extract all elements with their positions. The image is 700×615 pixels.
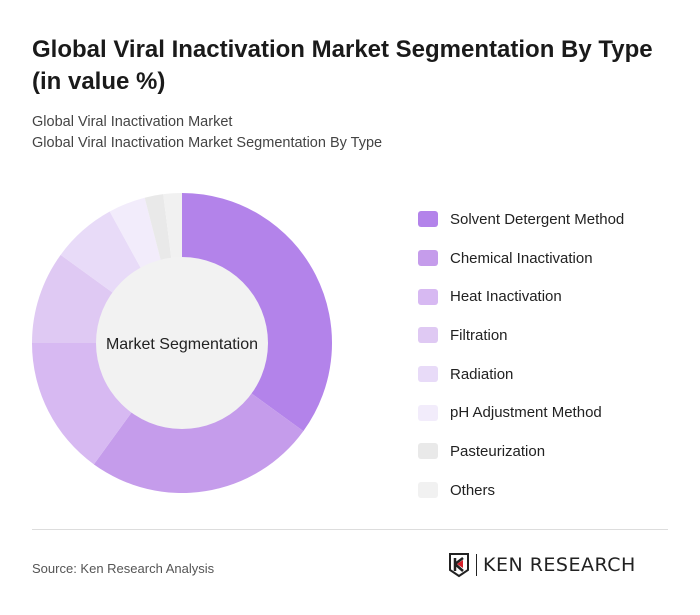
legend-swatch bbox=[418, 288, 438, 305]
legend-label: Heat Inactivation bbox=[450, 288, 562, 306]
legend-item: Pasteurization bbox=[418, 432, 624, 471]
legend-label: pH Adjustment Method bbox=[450, 404, 602, 422]
legend-swatch bbox=[418, 404, 438, 421]
legend-item: Filtration bbox=[418, 316, 624, 355]
divider bbox=[32, 529, 668, 530]
logo-text: KEN RESEARCH bbox=[483, 554, 636, 576]
legend-item: Solvent Detergent Method bbox=[418, 200, 624, 239]
legend-swatch bbox=[418, 211, 438, 228]
legend-swatch bbox=[418, 443, 438, 460]
legend-swatch bbox=[418, 482, 438, 499]
legend-item: Heat Inactivation bbox=[418, 277, 624, 316]
legend-label: Pasteurization bbox=[450, 442, 546, 460]
legend: Solvent Detergent Method Chemical Inactiv… bbox=[418, 200, 624, 510]
legend-label: Chemical Inactivation bbox=[450, 249, 593, 267]
legend-swatch bbox=[418, 250, 438, 267]
donut-center bbox=[96, 257, 268, 429]
legend-label: Others bbox=[450, 481, 496, 499]
legend-label: Radiation bbox=[450, 365, 514, 383]
legend-label: Filtration bbox=[450, 326, 508, 344]
legend-item: Chemical Inactivation bbox=[418, 239, 624, 278]
source-note: Source: Ken Research Analysis bbox=[32, 561, 215, 576]
legend-item: pH Adjustment Method bbox=[418, 393, 624, 432]
chart-title: Global Viral Inactivation Market Segment… bbox=[32, 36, 653, 95]
ken-research-logo: KEN RESEARCH bbox=[448, 552, 636, 578]
legend-label: Solvent Detergent Method bbox=[450, 210, 625, 228]
legend-swatch bbox=[418, 327, 438, 344]
center-label: Market Segmentation bbox=[106, 336, 258, 353]
donut-chart: Market Segmentation bbox=[32, 193, 332, 493]
logo-icon bbox=[449, 553, 469, 578]
breadcrumb-market: Global Viral Inactivation Market bbox=[32, 114, 233, 130]
legend-item: Others bbox=[418, 471, 624, 510]
breadcrumb-segment: Global Viral Inactivation Market Segment… bbox=[32, 135, 383, 151]
legend-item: Radiation bbox=[418, 355, 624, 394]
legend-swatch bbox=[418, 366, 438, 383]
